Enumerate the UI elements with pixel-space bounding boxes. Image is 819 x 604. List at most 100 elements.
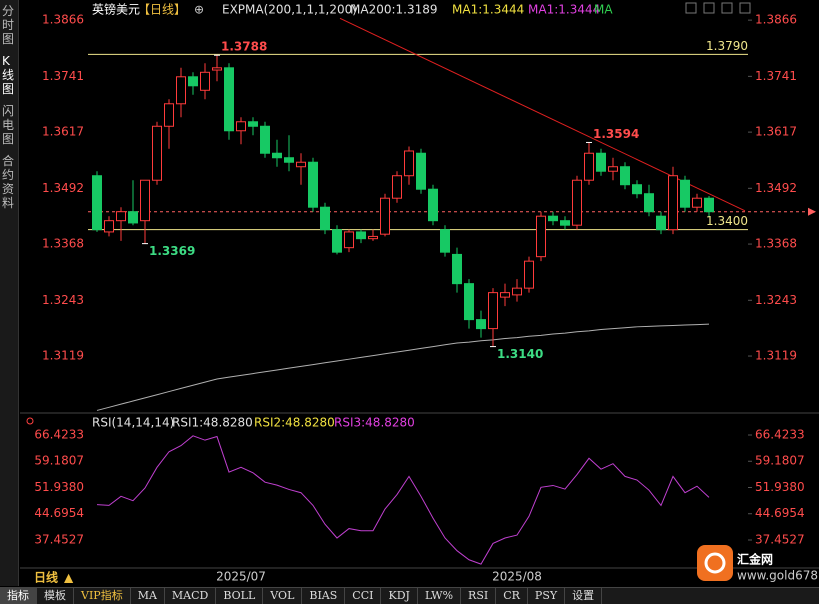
tab[interactable]: 指标 [0,588,37,604]
y-tick-label: 66.4233 [755,427,805,441]
sidebar-item[interactable]: 分时图 [2,4,15,46]
y-tick-label-left: 1.3617 [42,125,84,139]
candle-body [488,292,498,330]
candle-body [356,231,366,240]
tab[interactable]: LW% [418,588,462,604]
candle-body [332,229,342,253]
y-tick-label-left: 1.3119 [42,349,84,363]
candle-body [236,121,246,132]
logo-name: 汇金网 [737,552,773,567]
sidebar-item[interactable]: 闪电图 [2,104,15,146]
extreme-label: 1.3140 [497,347,543,361]
tab[interactable]: CR [496,588,528,604]
window-icon[interactable] [739,2,751,14]
indicator-label: MA1:1.3444 [528,3,600,17]
extreme-label: 1.3369 [149,244,195,258]
add-icon: ⊕ [194,3,204,17]
candle-body [320,206,330,231]
rsi-line [96,435,710,565]
candle-body [272,152,282,159]
candle-body [584,152,594,181]
candle-body [416,152,426,190]
candle-body [476,319,486,330]
ma-line [96,323,710,411]
y-tick-label-left: 66.4233 [34,427,84,441]
candle-body [92,175,102,231]
candle-body [500,292,510,298]
x-tick-label: 2025/08 [492,570,542,584]
sidebar-item[interactable]: 合约资料 [2,154,15,210]
candle-body [404,150,414,177]
candle-body [260,125,270,154]
period: 【日线】 [138,3,186,17]
tab[interactable]: RSI [461,588,497,604]
candle-body [632,184,642,195]
y-tick-label-left: 59.1807 [34,454,84,468]
tab[interactable]: VOL [263,588,303,604]
y-tick-label-left: 44.6954 [34,506,84,520]
candle-body [524,260,534,289]
indicator-label: MA1:1.3444 [452,3,524,17]
indicator-label: MA200:1.3189 [350,3,438,17]
candle-body [440,229,450,253]
y-tick-label-left: 1.3866 [42,13,84,27]
support-label: 1.3790 [706,39,748,53]
tab[interactable]: BOLL [216,588,264,604]
y-tick-label-left: 1.3492 [42,181,84,195]
y-tick-label-left: 1.3741 [42,69,84,83]
sidebar-item[interactable]: K线图 [2,54,15,96]
period-button[interactable]: 日线 [34,570,58,585]
logo-url: www.gold678.com [737,569,819,583]
tab[interactable]: BIAS [302,588,346,604]
tab[interactable]: CCI [345,588,382,604]
window-icon[interactable] [721,2,733,14]
candle-body [224,67,234,132]
candle-body [164,103,174,127]
candle-body [536,215,546,258]
candle-body [464,283,474,321]
last-price-marker [808,207,816,216]
tab[interactable]: VIP指标 [74,588,131,604]
tab[interactable]: PSY [528,588,566,604]
candle-body [296,161,306,168]
logo-mark [697,545,733,581]
window-icon[interactable] [685,2,697,14]
y-tick-label: 1.3243 [755,293,797,307]
y-tick-label: 1.3866 [755,13,797,27]
window-icon[interactable] [703,2,715,14]
candle-body [692,197,702,208]
sidebar: 分时图 K线图闪电图合约资料 [0,0,19,586]
rsi-title: RSI(14,14,14) [92,416,174,430]
y-tick-label: 51.9380 [755,480,805,494]
tab[interactable]: 设置 [565,588,603,604]
candle-body [116,211,126,222]
extreme-label: 1.3788 [221,40,267,54]
tab[interactable]: KDJ [381,588,418,604]
x-tick-label: 2025/07 [216,570,266,584]
candle-body [212,67,222,71]
y-tick-label-left: 1.3368 [42,237,84,251]
logo-mark [704,552,726,574]
y-tick-label: 59.1807 [755,454,805,468]
candle-body [128,211,138,224]
candle-body [308,161,318,208]
candle-body [512,287,522,296]
candle-body [548,215,558,222]
tab[interactable]: 模板 [37,588,74,604]
y-tick-label-left: 1.3243 [42,293,84,307]
chart-title: 英镑美元 [92,2,140,17]
y-tick-label: 1.3492 [755,181,797,195]
candle-body [656,215,666,231]
tab[interactable]: MA [131,588,165,604]
arrow-icon: ▲ [64,571,74,585]
y-tick-label: 37.4527 [755,532,805,546]
indicator-label: EXPMA(200,1,1,1,200) [222,3,357,17]
y-tick-label: 1.3617 [755,125,797,139]
candle-body [704,197,714,213]
candle-body [380,197,390,235]
tab[interactable]: MACD [165,588,217,604]
y-tick-label: 1.3368 [755,237,797,251]
candle-body [680,179,690,208]
